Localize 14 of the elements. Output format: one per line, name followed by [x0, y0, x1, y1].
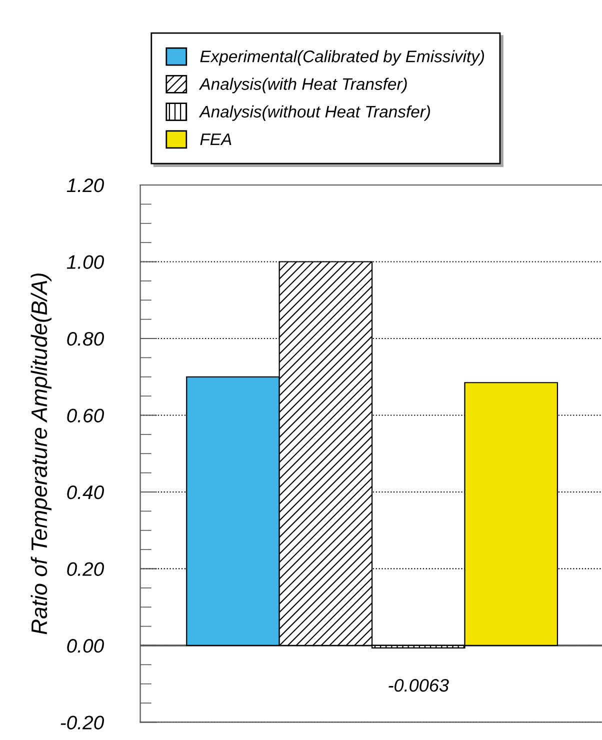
y-tick-label: 0.60: [67, 408, 104, 422]
y-tick-label: -0.20: [60, 716, 104, 730]
y-axis-title: Ratio of Temperature Amplitude(B/A): [30, 274, 52, 634]
legend-label: Analysis(without Heat Transfer): [198, 105, 430, 121]
y-tick-label: 0.20: [67, 562, 104, 576]
y-tick-label: 0.80: [67, 332, 104, 346]
legend-label: Analysis(with Heat Transfer): [198, 78, 407, 94]
y-tick-label: 1.00: [66, 255, 104, 269]
y-tick-label: 0.00: [67, 638, 104, 653]
legend-label: Experimental(Calibrated by Emissivity): [200, 50, 484, 66]
legend-label: FEA: [200, 134, 232, 146]
y-tick-label: 1.20: [66, 178, 104, 192]
y-tick-label: 0.40: [67, 485, 104, 500]
data-label: -0.0063: [388, 678, 449, 692]
